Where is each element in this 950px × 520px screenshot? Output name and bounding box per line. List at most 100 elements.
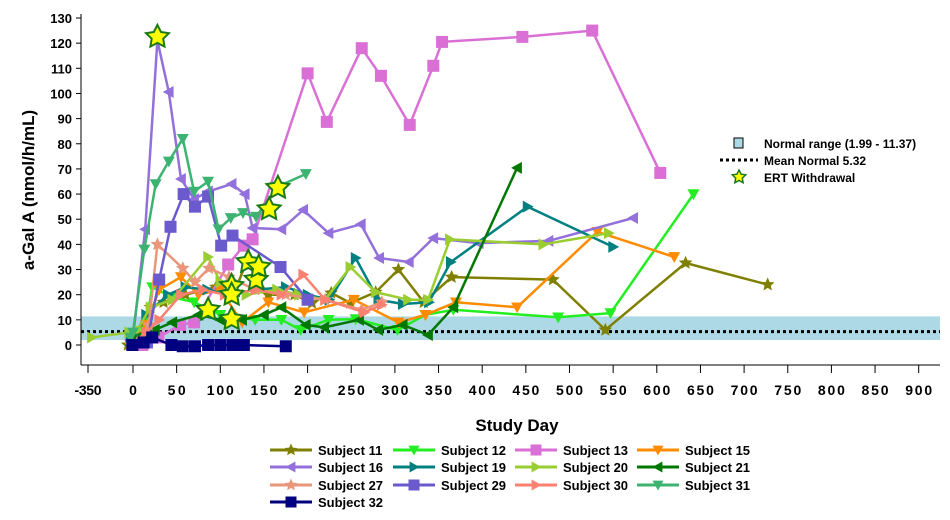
data-point-subject-11 [678,255,693,269]
ert-withdrawal-star [143,22,172,49]
y-tick-label: 80 [58,137,72,152]
legend-marker-subject-27 [284,478,298,491]
series-legend: Subject 11 Subject 12 Subject 13 Subject 15… [270,443,750,510]
data-point-subject-30 [154,313,166,326]
data-point-subject-32 [214,339,227,351]
data-point-subject-13 [403,118,416,131]
legend-label: Subject 21 [685,460,750,475]
data-point-subject-15 [419,310,432,321]
data-point-subject-30 [298,268,310,281]
x-tick-label: 650 [687,382,714,398]
data-point-subject-21 [396,318,408,331]
x-tick-label: -350 [75,382,102,398]
data-point-subject-12 [604,308,617,320]
legend-item-subject-13: Subject 13 [515,443,628,458]
x-tick-label: 300 [381,382,408,398]
legend-marker-subject-15 [652,445,664,456]
series-layer [87,24,775,353]
data-point-subject-13 [320,115,333,128]
data-point-subject-29 [226,229,239,242]
data-point-subject-12 [552,312,565,324]
data-point-subject-16 [297,203,309,216]
x-tick-label: 150 [250,382,277,398]
x-tick-label: 450 [512,382,539,398]
data-point-subject-30 [176,288,188,301]
y-tick-label: 0 [65,338,72,353]
x-tick-label: 750 [774,382,801,398]
data-point-subject-13 [586,24,599,37]
data-point-subject-27 [202,261,216,275]
data-point-subject-20 [167,293,179,306]
x-tick-label: 600 [643,382,670,398]
data-point-subject-13 [516,30,529,43]
data-point-subject-16 [373,251,384,264]
data-point-subject-16 [275,223,287,236]
y-tick-label: 100 [50,86,72,101]
legend-label: Subject 11 [318,443,382,458]
series-subject-29 [140,188,314,349]
data-point-subject-20 [423,293,435,306]
y-tick-label: 50 [58,212,72,227]
legend-item-subject-32: Subject 32 [270,495,383,510]
data-point-subject-13 [355,42,368,55]
data-point-subject-32 [146,331,159,344]
data-point-subject-11 [261,287,276,301]
data-point-subject-21 [422,328,433,341]
legend-label: Subject 30 [563,478,628,493]
data-point-subject-31 [188,186,201,198]
ert-withdrawal-layer [143,22,292,331]
data-point-subject-31 [138,244,151,256]
data-point-subject-15 [511,302,524,314]
y-tick-label: 30 [58,263,72,278]
legend-item-subject-19: Subject 19 [393,460,506,475]
data-point-subject-12 [322,315,335,326]
data-point-subject-30 [276,288,288,301]
legend-label: Subject 16 [318,460,383,475]
data-point-subject-21 [299,318,311,331]
data-point-subject-31 [224,213,237,224]
data-point-subject-30 [359,306,371,319]
data-point-subject-12 [687,189,700,201]
x-tick-label: 850 [862,382,889,398]
x-tick-label: 250 [338,382,365,398]
data-point-subject-21 [318,321,329,334]
data-point-subject-15 [175,272,188,284]
data-point-subject-20 [538,238,550,251]
data-point-subject-32 [226,339,239,351]
data-point-subject-15 [153,284,166,296]
legend-marker-subject-12 [408,445,420,456]
data-point-subject-21 [257,308,269,321]
reference-legend: Normal range (1.99 - 11.37) Mean Normal 5… [720,137,916,185]
data-point-subject-31 [149,179,162,191]
data-point-subject-31 [212,224,225,236]
data-point-subject-27 [175,261,190,275]
data-point-subject-31 [202,176,215,188]
data-point-subject-32 [126,339,139,351]
legend-marker-subject-16 [285,461,296,473]
x-tick-label: 200 [294,382,321,398]
data-point-subject-16 [322,227,334,240]
data-point-subject-20 [603,227,615,240]
data-point-subject-19 [180,281,192,294]
normal-range-label: Normal range (1.99 - 11.37) [764,137,916,151]
series-line-subject-29 [145,192,309,343]
ert-withdrawal-star [218,280,246,307]
legend-marker-subject-32 [285,496,297,508]
data-point-subject-21 [511,161,522,174]
data-point-subject-29 [153,273,166,286]
data-point-subject-30 [198,283,209,296]
legend-item-subject-29: Subject 29 [393,478,506,493]
legend-item-subject-16: Subject 16 [270,460,383,475]
data-point-subject-32 [237,339,250,351]
data-point-subject-16 [238,188,250,201]
data-point-subject-31 [250,211,263,223]
y-tick-label: 110 [51,61,72,76]
legend-marker-subject-30 [531,479,542,491]
data-point-subject-20 [87,331,98,344]
data-point-subject-29 [188,200,201,213]
data-point-subject-29 [274,261,287,274]
data-point-subject-16 [354,218,366,231]
normal-range-band-layer [81,316,940,340]
x-tick-label: 350 [425,382,452,398]
